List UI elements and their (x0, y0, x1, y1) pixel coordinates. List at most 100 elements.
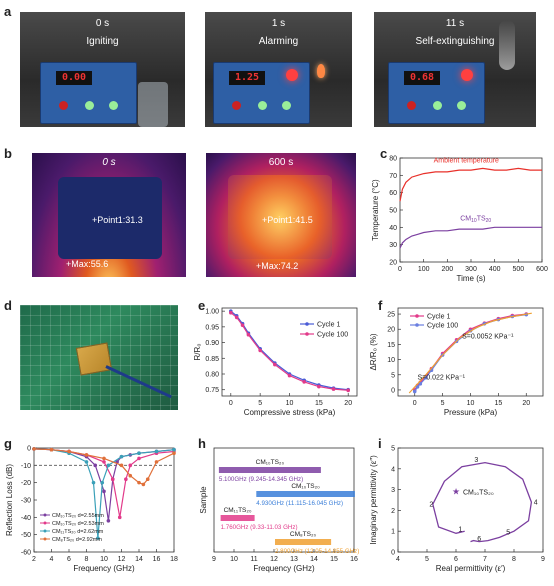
photo-a-2: 1 s Alarming 1.25 (205, 12, 352, 127)
photo-a-1: 0 s Igniting 0.00 (20, 12, 185, 127)
legend-marker (415, 323, 419, 327)
control-box: 0.68 (388, 62, 485, 124)
y-tick-label: 2 (391, 508, 395, 515)
panel-label-c: c (380, 146, 388, 161)
thermal-image-1: 0 s +Point1:31.3 +Max:55.6 (32, 153, 186, 277)
green-light-icon (282, 101, 291, 110)
y-axis-label: ΔR/R₀ (%) (370, 333, 378, 370)
series-g-3-point (145, 477, 150, 481)
series-g-2-point (106, 463, 111, 468)
sensor-chip (75, 342, 113, 376)
x-tick-label: 5 (258, 400, 262, 407)
x-tick-label: 8 (512, 556, 516, 563)
y-tick-label: 3 (391, 487, 395, 494)
series-g-1-point (137, 456, 141, 461)
legend-marker (43, 513, 47, 517)
series-g-3-point (154, 460, 159, 464)
series-g-2 (33, 448, 175, 539)
max-readout: +Max:55.6 (66, 259, 109, 269)
series-cycle-100-point (240, 323, 245, 328)
y-tick-label: -30 (21, 498, 31, 505)
y-tick-label: -20 (21, 480, 31, 487)
control-box: 0.00 (40, 62, 137, 124)
series-f-1-point (418, 382, 423, 386)
y-tick-label: 0 (391, 387, 395, 394)
x-tick-label: 8 (85, 556, 89, 563)
y-tick-label: 30 (389, 242, 397, 249)
x-tick-label: 12 (270, 556, 278, 563)
y-tick-label: 15 (387, 342, 395, 349)
y-tick-label: 25 (387, 312, 395, 319)
readout-display: 0.00 (56, 71, 92, 85)
chart-reflection-loss: 2 4 6 8 10 12 14 16 18 0 -10 -20 -30 -40 -50 -60 Frequen… (5, 446, 178, 574)
flame-icon (317, 64, 325, 78)
panel-label-a: a (4, 4, 12, 19)
x-tick-label: 13 (290, 556, 298, 563)
y-tick-label: 0.75 (205, 387, 219, 394)
series-g-0-point (106, 519, 111, 523)
time-label: 600 s (268, 157, 294, 168)
point-label: 6 (477, 536, 481, 543)
panel-label-i: i (378, 436, 382, 451)
state-label: Igniting (86, 36, 119, 47)
series-g-2-point (91, 480, 96, 485)
red-knob-icon (407, 101, 416, 110)
series-g-3-point (137, 480, 141, 485)
series-g-3-point (84, 453, 89, 457)
bar-value-label: 5.100GHz (9.245-14.345 GHz) (219, 476, 303, 483)
legend-label: Cycle 1 (427, 314, 450, 321)
series-g-2-point (137, 451, 141, 455)
time-label: 0 s (102, 157, 116, 168)
x-tick-label: 6 (67, 556, 71, 563)
x-tick-label: 4 (396, 556, 400, 563)
series-g-0-point (102, 489, 106, 494)
readout-display: 0.68 (404, 71, 440, 85)
series-cycle-100-point (346, 388, 350, 393)
y-tick-label: -60 (21, 550, 31, 557)
point-readout: +Point1:41.5 (262, 215, 313, 225)
y-tick-label: 0.80 (205, 372, 219, 379)
y-tick-label: 0 (27, 446, 31, 453)
series-f-2 (408, 312, 532, 394)
chart-cole-cole: 4 5 6 7 8 9 0 1 2 3 4 5 Real permittivity (ε′) Imagin… (370, 446, 545, 574)
x-tick-label: 16 (350, 556, 358, 563)
green-light-icon (457, 101, 466, 110)
legend-label: CM₁₀TS₂₀ d=2.53mm (52, 521, 104, 527)
sensor-photo (20, 305, 178, 410)
star-marker-icon: ★ (452, 487, 460, 497)
legend-label: CM₈TS₂₀ d=2.92mm (52, 537, 102, 543)
legend-label: Cycle 100 (317, 332, 348, 339)
green-light-icon (433, 101, 442, 110)
y-tick-label: 10 (387, 357, 395, 364)
alarm-light-icon (286, 69, 298, 81)
bar-value-label: 1.760GHz (9.33-11.03 GHz) (221, 524, 298, 531)
panel-label-e: e (198, 298, 206, 313)
smoke-icon (499, 20, 515, 70)
annotation-sensitivity-high: S=0.0052 KPa⁻¹ (462, 333, 514, 340)
series-g-1-point (117, 515, 122, 520)
point-label: 4 (534, 500, 538, 507)
y-axis-label: Sample (199, 486, 208, 514)
bandwidth-bar (275, 539, 332, 545)
point-label: 5 (506, 530, 510, 537)
legend-label: CM₁₀TS₂₀ d=2.55mm (52, 513, 104, 519)
series-cycle-100-point (246, 332, 251, 337)
series-g-3-point (32, 447, 36, 451)
label-part: CM (460, 215, 471, 222)
max-readout: +Max:74.2 (256, 261, 299, 271)
series-g-1-point (102, 460, 106, 464)
legend-marker (43, 537, 47, 541)
legend-marker (305, 322, 309, 326)
x-tick-label: 14 (135, 556, 143, 563)
series-g-3-point (67, 449, 71, 454)
y-tick-label: 0.85 (205, 356, 219, 363)
x-tick-label: 100 (418, 266, 430, 273)
red-knob-icon (232, 101, 241, 110)
y-axis-label: Reflection Loss (dB) (5, 464, 14, 536)
point-label: 2 (429, 502, 433, 509)
photo-a-3: 11 s Self-extinguishing 0.68 (374, 12, 536, 127)
x-axis-label: Real permittivity (ε′) (436, 564, 506, 573)
time-label: 1 s (271, 18, 286, 29)
x-tick-label: 15 (330, 556, 338, 563)
green-light-icon (258, 101, 267, 110)
